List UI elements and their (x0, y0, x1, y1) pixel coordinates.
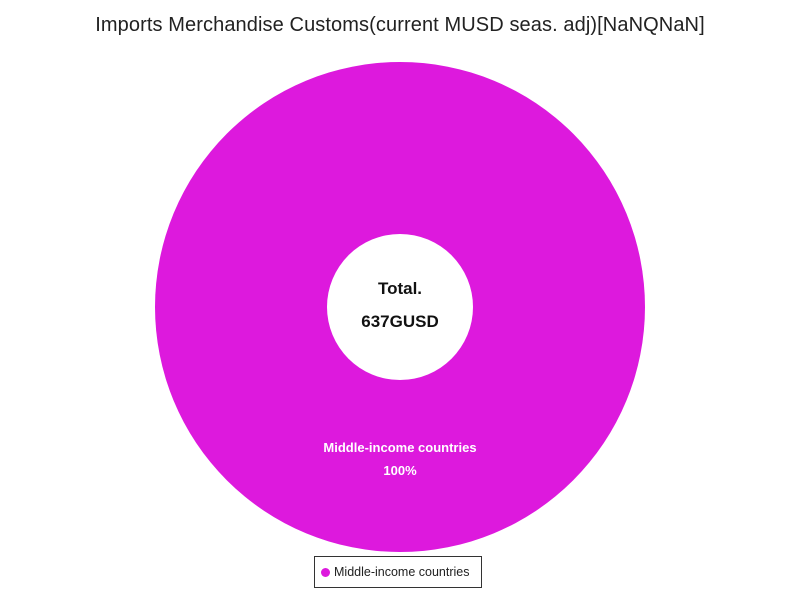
donut-hole (327, 234, 473, 380)
slice-labels-layer: Middle-income countries 100% (323, 440, 476, 478)
center-total-value: 637GUSD (361, 312, 438, 331)
legend: Middle-income countries (314, 556, 482, 588)
slice-percent-label-0: 100% (383, 463, 417, 478)
slice-label-0: Middle-income countries (323, 440, 476, 455)
legend-swatch-middle-income (321, 567, 330, 577)
chart-title: Imports Merchandise Customs(current MUSD… (95, 14, 705, 36)
legend-label-middle-income[interactable]: Middle-income countries (334, 565, 470, 579)
center-total-label: Total. (378, 279, 422, 298)
